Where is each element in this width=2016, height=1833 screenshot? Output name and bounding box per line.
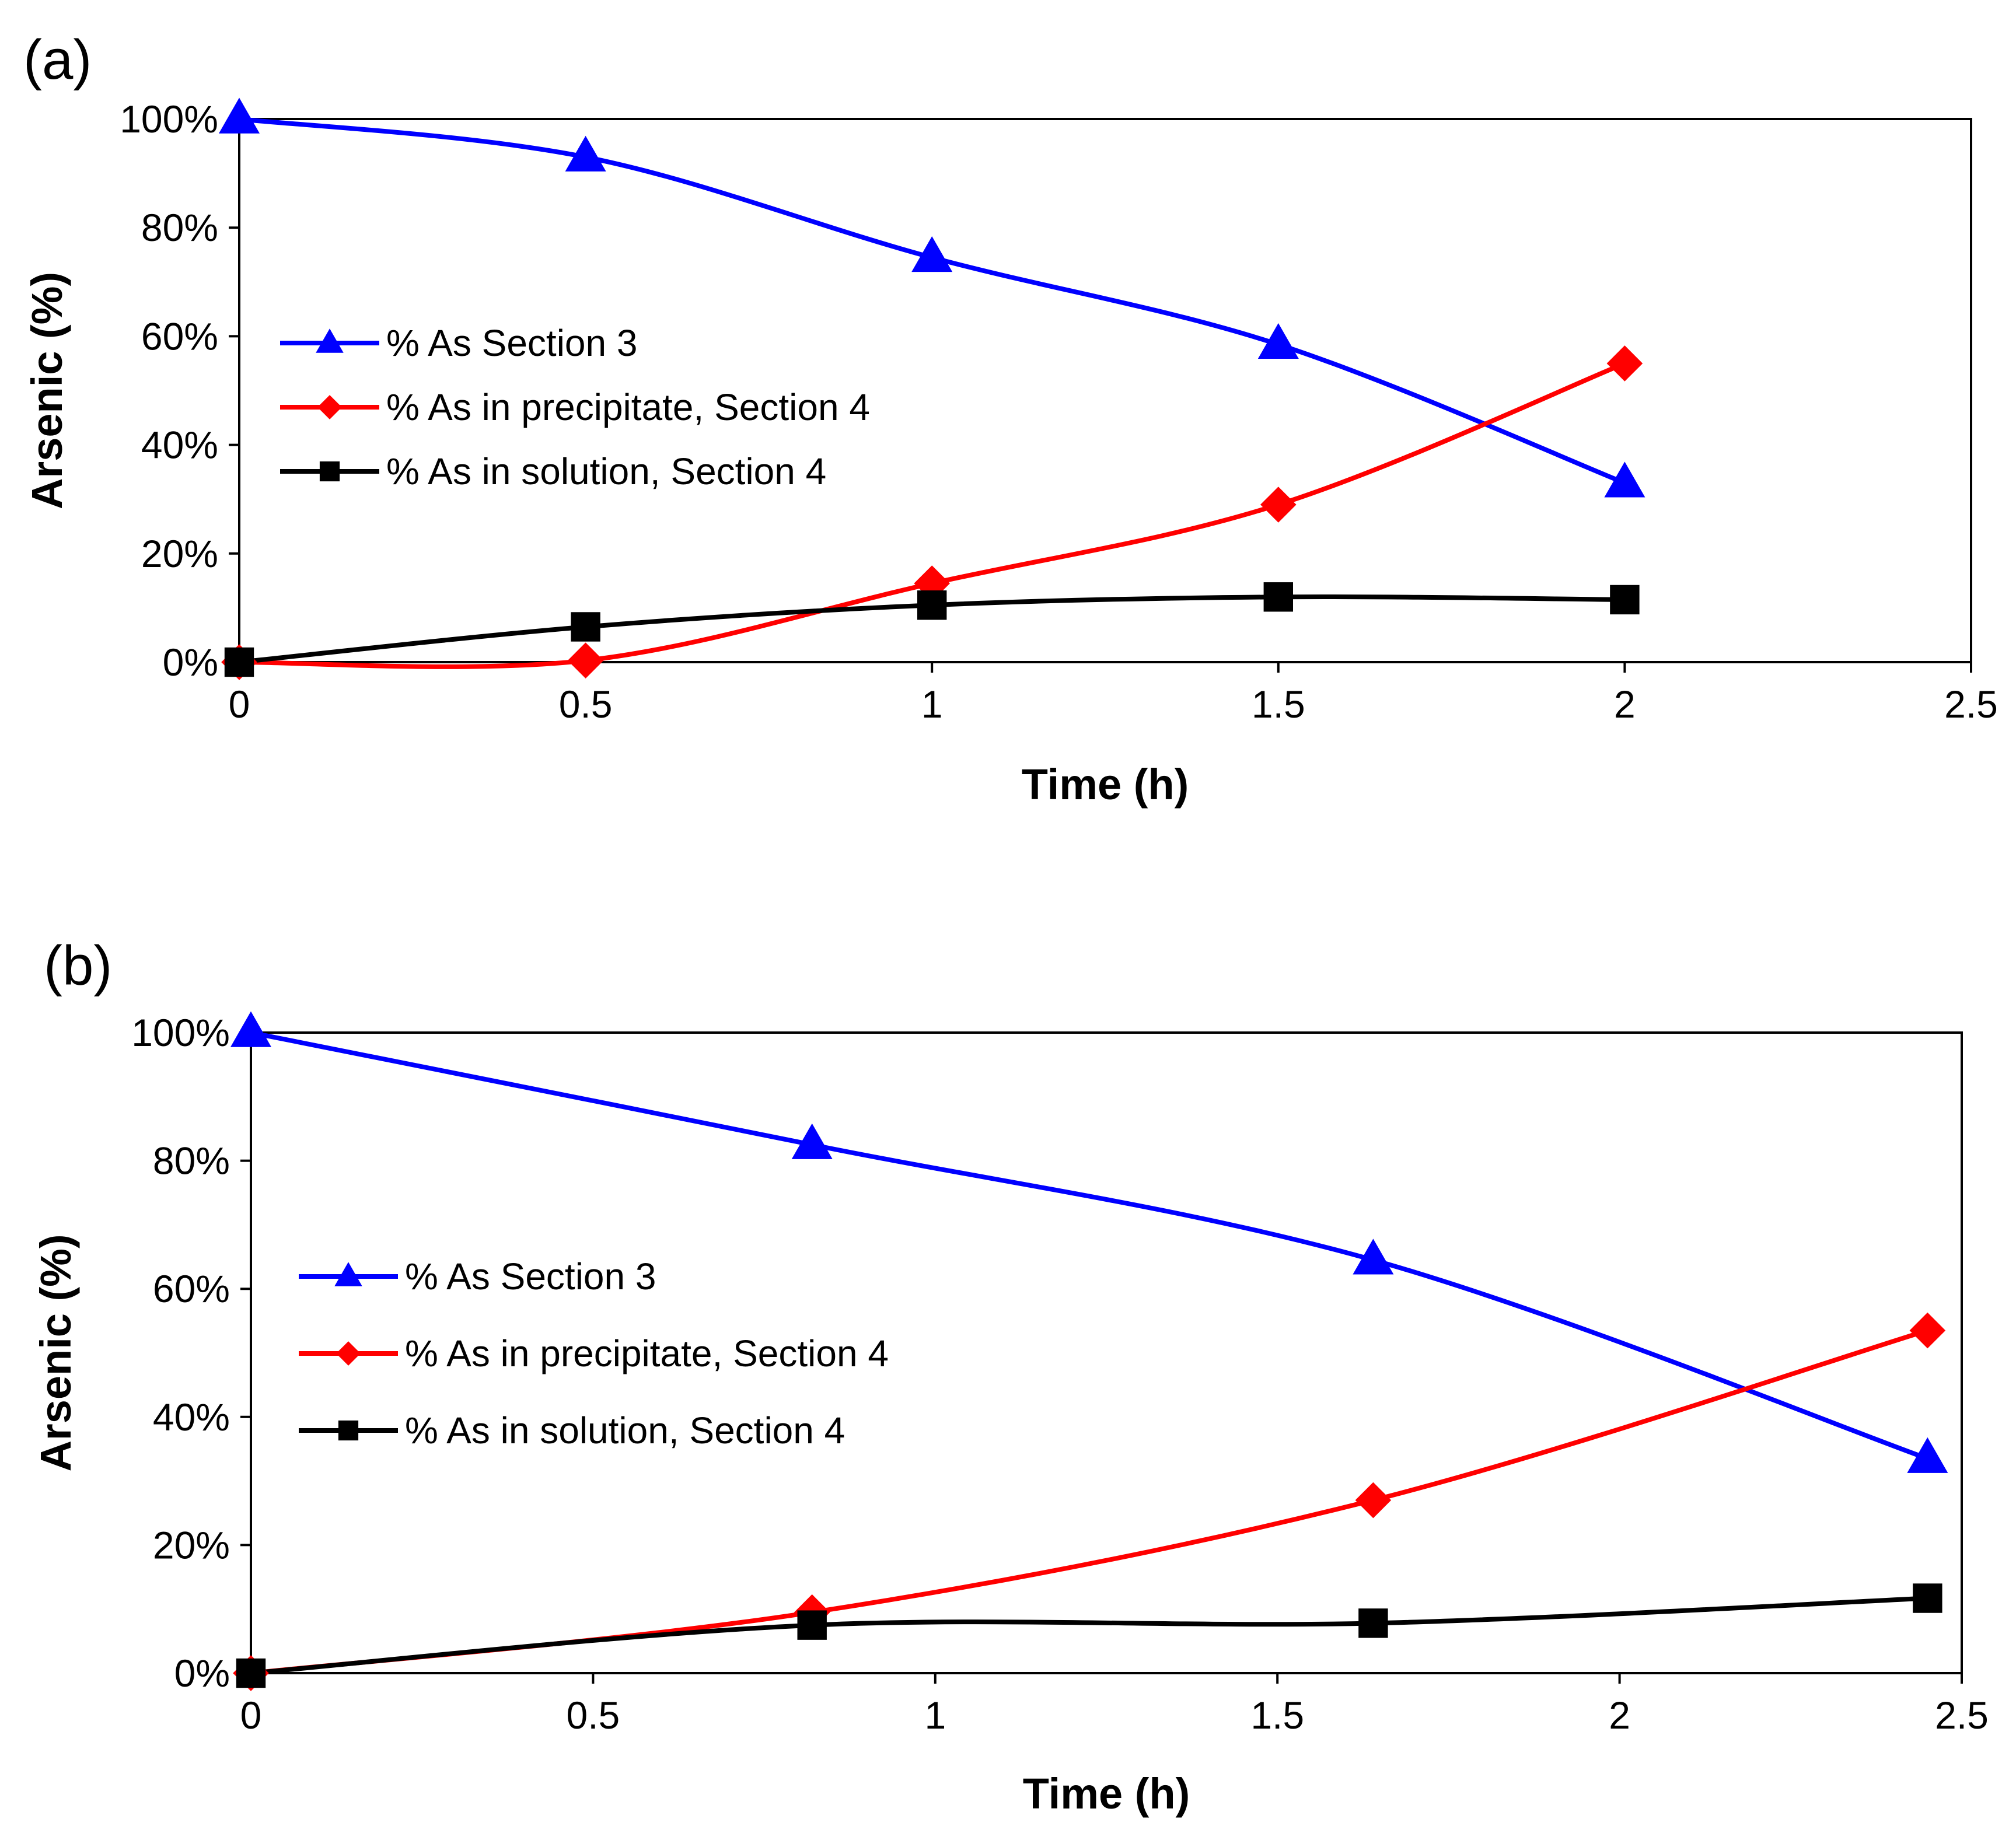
- legend-label: % As in solution, Section 4: [405, 1409, 845, 1451]
- legend-label: % As in precipitate, Section 4: [386, 386, 870, 428]
- legend-label: % As in solution, Section 4: [386, 450, 826, 492]
- y-tick-label: 40%: [141, 424, 218, 467]
- data-point-square: [224, 647, 254, 677]
- data-point-triangle: [1257, 323, 1299, 359]
- data-point-triangle: [219, 97, 260, 134]
- y-tick-label: 100%: [131, 1011, 230, 1054]
- legend-label: % As Section 3: [405, 1255, 656, 1297]
- x-tick-label: 1: [924, 1694, 946, 1737]
- x-tick-label: 0.5: [559, 683, 613, 726]
- x-tick-label: 0: [240, 1694, 262, 1737]
- data-point-square: [236, 1658, 266, 1688]
- legend-marker-diamond: [317, 395, 342, 419]
- y-axis-title: Arsenic (%): [32, 1234, 80, 1471]
- series-line-square: [249, 1596, 1930, 1675]
- series-line-triangle: [249, 1030, 1930, 1461]
- y-tick-label: 60%: [153, 1267, 230, 1310]
- legend: % As Section 3 % As in precipitate, Secti…: [299, 1255, 889, 1451]
- y-tick-label: 60%: [141, 314, 218, 358]
- y-tick-label: 20%: [153, 1523, 230, 1566]
- y-tick-label: 80%: [153, 1139, 230, 1183]
- panel-label: (a): [23, 29, 92, 91]
- legend-label: % As in precipitate, Section 4: [405, 1332, 889, 1374]
- data-point-triangle: [565, 135, 606, 172]
- data-point-square: [1610, 585, 1640, 615]
- legend-marker-square: [338, 1420, 359, 1441]
- data-point-square: [1358, 1608, 1388, 1638]
- legend-marker-triangle: [316, 328, 344, 353]
- data-point-triangle: [230, 1011, 271, 1047]
- x-tick-label: 2.5: [1944, 683, 1998, 726]
- x-tick-label: 0: [229, 683, 250, 726]
- x-axis-title: Time (h): [1023, 1769, 1190, 1818]
- y-tick-label: 100%: [120, 97, 218, 141]
- panel-label: (b): [44, 935, 112, 997]
- x-tick-label: 1.5: [1252, 683, 1305, 726]
- y-tick-label: 80%: [141, 206, 218, 249]
- y-tick-label: 0%: [163, 641, 218, 684]
- x-tick-label: 1: [921, 683, 943, 726]
- x-tick-label: 2.5: [1935, 1694, 1989, 1737]
- data-point-diamond: [567, 642, 604, 679]
- data-point-square: [917, 590, 947, 620]
- legend-marker-diamond: [336, 1341, 361, 1366]
- x-tick-label: 1.5: [1250, 1694, 1304, 1737]
- y-axis-title: Arsenic (%): [23, 272, 71, 509]
- chart-panel-b: (b) 0% 20% 40% 60% 80% 100% 0 0.5 1 1.5 2 2.5 Time (h…: [32, 935, 1989, 1818]
- x-tick-label: 2: [1609, 1694, 1630, 1737]
- plot-frame: [238, 118, 1972, 663]
- data-point-triangle: [911, 236, 953, 272]
- data-point-triangle: [791, 1123, 833, 1159]
- x-tick-label: 0.5: [567, 1694, 620, 1737]
- chart-panel-a: (a) 0% 20% 40% 60% 80% 100% 0 0.5 1 1.5 2 2.5 Time (h…: [23, 29, 1998, 809]
- y-tick-label: 20%: [141, 532, 218, 575]
- data-point-triangle: [1353, 1239, 1394, 1275]
- data-point-diamond: [1260, 487, 1297, 523]
- data-point-triangle: [1907, 1437, 1948, 1473]
- data-point-square: [1913, 1583, 1942, 1613]
- legend-label: % As Section 3: [386, 322, 637, 364]
- data-point-square: [571, 612, 600, 642]
- data-point-diamond: [1909, 1312, 1946, 1349]
- y-tick-label: 40%: [153, 1395, 230, 1439]
- x-tick-label: 2: [1614, 683, 1636, 726]
- data-point-triangle: [1604, 461, 1645, 498]
- plot-frame: [250, 1031, 1963, 1674]
- legend-marker-triangle: [334, 1262, 362, 1286]
- y-tick-label: 0%: [174, 1652, 230, 1695]
- data-point-diamond: [1355, 1482, 1392, 1519]
- data-point-diamond: [1606, 345, 1643, 382]
- x-axis-title: Time (h): [1022, 760, 1189, 809]
- data-point-square: [1263, 582, 1293, 612]
- data-point-square: [797, 1610, 827, 1640]
- legend: % As Section 3 % As in precipitate, Secti…: [280, 322, 870, 492]
- legend-marker-square: [319, 461, 340, 482]
